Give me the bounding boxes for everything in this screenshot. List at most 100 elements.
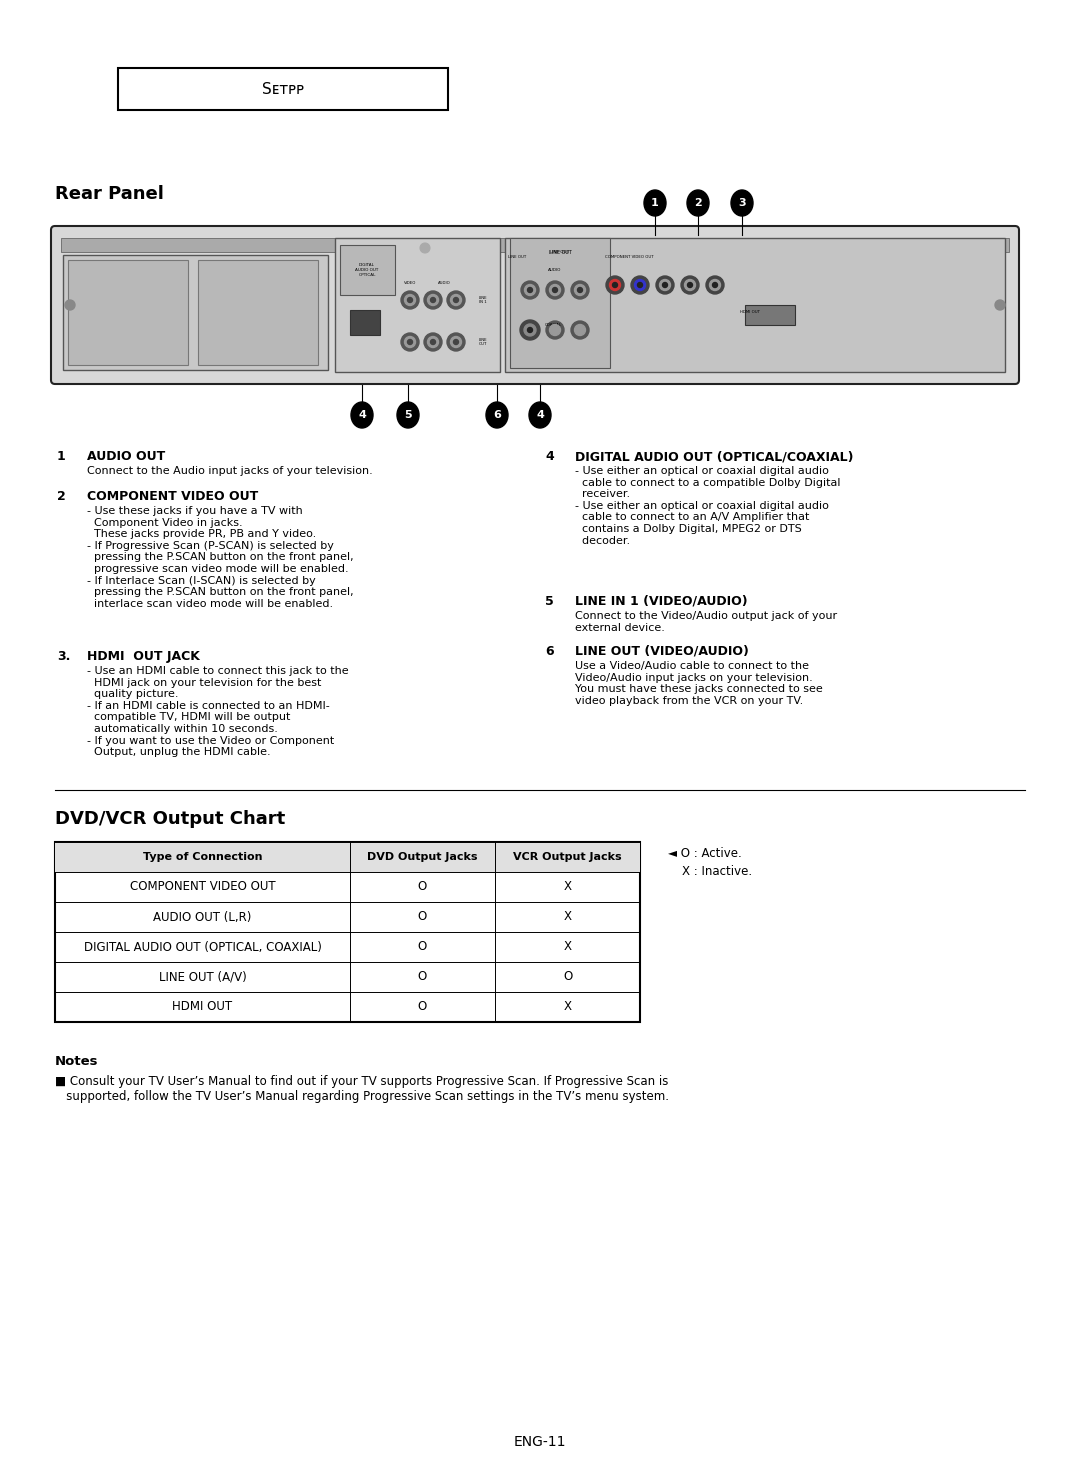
Text: 2: 2 [694, 198, 702, 208]
Bar [198, 260, 318, 364]
Text: ■ Consult your TV User’s Manual to find out if your TV supports Progressive Scan: ■ Consult your TV User’s Manual to find … [55, 1075, 669, 1103]
Text: COMPONENT VIDEO OUT: COMPONENT VIDEO OUT [87, 490, 258, 503]
Circle shape [405, 336, 416, 348]
Text: AUDIO: AUDIO [549, 268, 562, 271]
Circle shape [450, 295, 461, 305]
Bar [68, 260, 188, 364]
Circle shape [450, 336, 461, 348]
Ellipse shape [351, 403, 373, 428]
Text: O: O [418, 941, 427, 953]
Circle shape [546, 322, 564, 339]
Text: O: O [418, 1000, 427, 1013]
Text: 1: 1 [57, 450, 66, 463]
Bar [55, 842, 640, 872]
Text: HDMI OUT: HDMI OUT [740, 310, 760, 314]
Text: 2: 2 [57, 490, 66, 503]
Text: X: X [564, 881, 571, 894]
Text: LINE
OUT: LINE OUT [478, 338, 487, 347]
Circle shape [553, 288, 557, 292]
Text: O: O [418, 971, 427, 984]
Text: VCR Output Jacks: VCR Output Jacks [513, 853, 622, 861]
Circle shape [428, 295, 438, 305]
Circle shape [656, 276, 674, 294]
Circle shape [401, 333, 419, 351]
Text: O: O [418, 881, 427, 894]
Text: Connect to the Video/Audio output jack of your
external device.: Connect to the Video/Audio output jack o… [575, 611, 837, 633]
Text: COMPONENT VIDEO OUT: COMPONENT VIDEO OUT [130, 881, 275, 894]
Text: 4: 4 [536, 410, 544, 420]
Text: 5: 5 [404, 410, 411, 420]
Text: LINE OUT (A/V): LINE OUT (A/V) [159, 971, 246, 984]
Circle shape [420, 243, 430, 254]
Circle shape [635, 279, 646, 291]
Circle shape [606, 276, 624, 294]
Circle shape [578, 288, 582, 292]
Bar [745, 305, 795, 324]
Text: Use a Video/Audio cable to connect to the
Video/Audio input jacks on your televi: Use a Video/Audio cable to connect to th… [575, 661, 823, 707]
Circle shape [454, 298, 459, 302]
Circle shape [521, 282, 539, 299]
Bar [505, 237, 1005, 372]
Text: - Use an HDMI cable to connect this jack to the
  HDMI jack on your television f: - Use an HDMI cable to connect this jack… [87, 667, 349, 757]
Text: 6: 6 [545, 645, 554, 658]
Text: - Use these jacks if you have a TV with
  Component Video in jacks.
  These jack: - Use these jacks if you have a TV with … [87, 506, 353, 609]
Circle shape [454, 339, 459, 345]
FancyBboxPatch shape [51, 226, 1020, 384]
Ellipse shape [529, 403, 551, 428]
Text: 3: 3 [739, 198, 746, 208]
Text: LINE IN 1 (VIDEO/AUDIO): LINE IN 1 (VIDEO/AUDIO) [575, 594, 747, 608]
Text: Sᴇᴛᴘᴘ: Sᴇᴛᴘᴘ [261, 81, 305, 96]
Text: 5: 5 [545, 594, 554, 608]
Text: VIDEO: VIDEO [404, 282, 416, 285]
Circle shape [637, 283, 643, 288]
Bar [510, 237, 610, 367]
Text: LINE OUT (VIDEO/AUDIO): LINE OUT (VIDEO/AUDIO) [575, 645, 748, 658]
Circle shape [571, 282, 589, 299]
Ellipse shape [644, 190, 666, 215]
Text: LINE OUT: LINE OUT [508, 255, 526, 260]
Circle shape [688, 283, 692, 288]
Ellipse shape [731, 190, 753, 215]
Circle shape [685, 279, 696, 291]
Text: X: X [564, 910, 571, 923]
Text: 6: 6 [494, 410, 501, 420]
Text: X: X [564, 941, 571, 953]
Text: DIGITAL AUDIO OUT (OPTICAL, COAXIAL): DIGITAL AUDIO OUT (OPTICAL, COAXIAL) [83, 941, 322, 953]
Circle shape [405, 295, 416, 305]
Circle shape [681, 276, 699, 294]
Text: Notes: Notes [55, 1055, 98, 1068]
Circle shape [575, 324, 585, 335]
Circle shape [527, 327, 532, 332]
Circle shape [612, 283, 618, 288]
Text: Connect to the Audio input jacks of your television.: Connect to the Audio input jacks of your… [87, 466, 373, 476]
Text: LINE
IN 1: LINE IN 1 [478, 295, 487, 304]
Text: DVD Output Jacks: DVD Output Jacks [367, 853, 477, 861]
Text: COAXIAL: COAXIAL [545, 323, 562, 327]
Circle shape [424, 333, 442, 351]
Bar [60, 237, 1009, 252]
Circle shape [428, 336, 438, 348]
Text: 3.: 3. [57, 650, 70, 662]
Circle shape [65, 299, 75, 310]
Text: - Use either an optical or coaxial digital audio
  cable to connect to a compati: - Use either an optical or coaxial digit… [575, 466, 840, 546]
Circle shape [550, 324, 561, 335]
Circle shape [550, 285, 561, 295]
Circle shape [407, 298, 413, 302]
Circle shape [660, 279, 671, 291]
Circle shape [609, 279, 621, 291]
Text: HDMI  OUT JACK: HDMI OUT JACK [87, 650, 200, 662]
Circle shape [995, 299, 1005, 310]
Text: HDMI OUT: HDMI OUT [173, 1000, 232, 1013]
Text: O: O [418, 910, 427, 923]
Circle shape [527, 288, 532, 292]
Circle shape [447, 291, 465, 308]
Circle shape [662, 283, 667, 288]
Ellipse shape [397, 403, 419, 428]
Bar [63, 255, 328, 370]
Circle shape [710, 279, 720, 291]
Circle shape [706, 276, 724, 294]
Text: 4: 4 [359, 410, 366, 420]
Text: AUDIO OUT: AUDIO OUT [87, 450, 165, 463]
Text: ◄ O : Active.: ◄ O : Active. [669, 847, 742, 860]
Circle shape [546, 282, 564, 299]
